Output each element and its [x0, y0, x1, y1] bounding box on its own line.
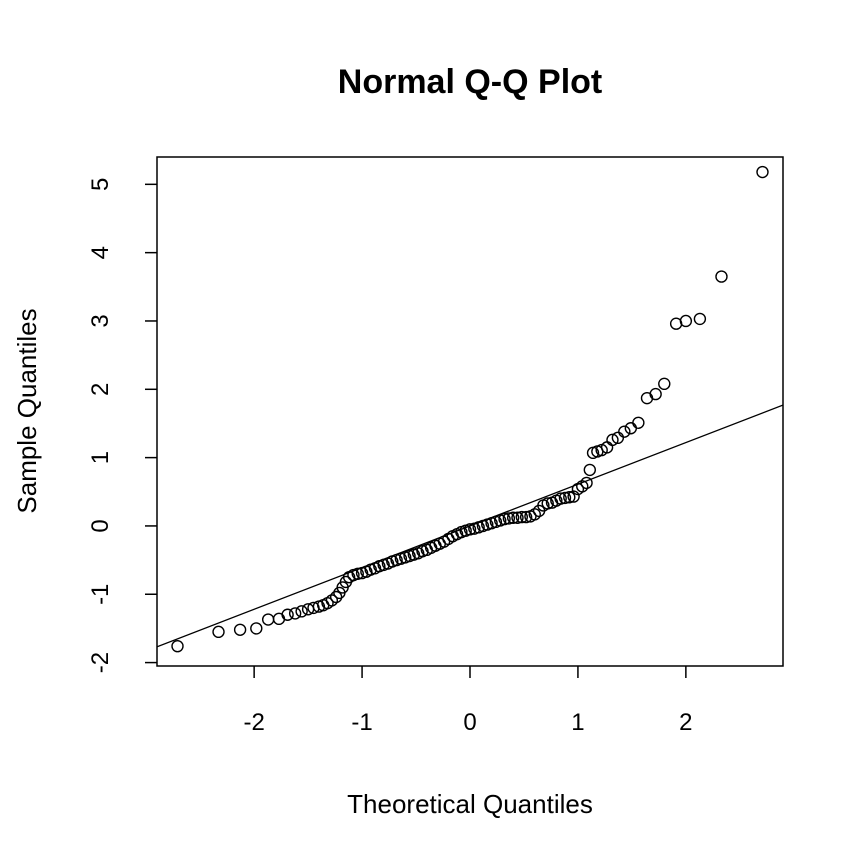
data-point	[528, 508, 541, 521]
data-point	[212, 625, 225, 639]
data-point	[281, 608, 294, 621]
data-point	[580, 476, 593, 490]
data-point	[295, 605, 308, 618]
y-tick-label: 5	[87, 178, 114, 191]
data-point	[693, 312, 707, 326]
y-tick-label: 4	[87, 246, 114, 259]
data-point	[515, 510, 529, 524]
x-tick-label: 2	[679, 709, 692, 736]
y-axis-label: Sample Quantiles	[12, 308, 42, 513]
data-point	[511, 511, 524, 524]
data-point	[171, 639, 184, 653]
data-point	[576, 480, 589, 493]
data-point	[519, 510, 533, 524]
data-point	[351, 567, 364, 580]
data-points	[171, 165, 769, 653]
data-point	[658, 377, 671, 391]
data-point	[329, 590, 343, 604]
x-tick-label: -2	[243, 709, 264, 736]
y-tick-label: 0	[87, 519, 114, 532]
data-point	[272, 612, 286, 626]
data-point	[624, 422, 638, 435]
data-point	[679, 314, 693, 328]
y-tick-label: 3	[87, 314, 114, 327]
y-tick-label: 1	[87, 451, 114, 464]
x-axis: -2 -1 0 1 2	[243, 666, 693, 736]
y-tick-label: -1	[87, 584, 114, 605]
y-axis: -2 -1 0 1 2 3 4 5	[87, 178, 157, 673]
data-point	[250, 622, 263, 635]
data-point	[567, 490, 580, 503]
y-tick-label: -2	[87, 652, 114, 673]
data-point	[506, 511, 520, 524]
x-tick-label: -1	[351, 709, 372, 736]
plot-frame	[156, 156, 784, 667]
data-point	[632, 416, 645, 429]
data-point	[606, 433, 619, 447]
data-point	[640, 391, 654, 405]
data-point	[583, 463, 597, 477]
data-point	[715, 270, 728, 283]
x-axis-label: Theoretical Quantiles	[347, 789, 593, 819]
data-point	[649, 387, 662, 401]
data-point	[563, 491, 576, 504]
data-point	[498, 512, 511, 526]
data-point	[756, 165, 769, 179]
data-point	[261, 613, 275, 626]
chart-title: Normal Q-Q Plot	[338, 63, 602, 101]
y-tick-label: 2	[87, 383, 114, 396]
data-point	[611, 431, 625, 445]
x-tick-label: 0	[463, 709, 476, 736]
data-point	[463, 523, 477, 536]
data-point	[502, 512, 516, 525]
data-point	[554, 492, 567, 505]
x-tick-label: 1	[571, 709, 584, 736]
data-point	[618, 425, 631, 438]
data-point	[233, 623, 247, 636]
data-point	[541, 497, 554, 510]
data-point	[288, 607, 302, 620]
data-point	[325, 594, 339, 607]
data-point	[558, 491, 572, 505]
